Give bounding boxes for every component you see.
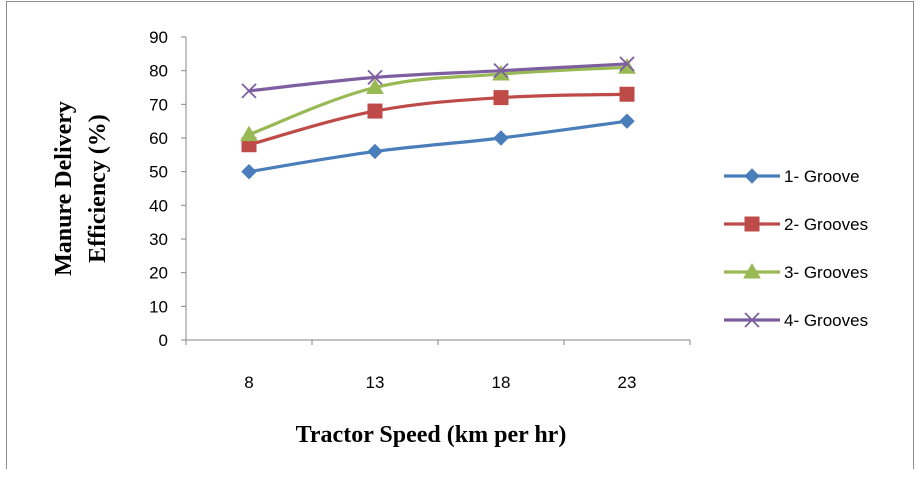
data-point [241,83,257,99]
y-tick-label: 80 [149,62,168,81]
legend-marker [744,312,760,328]
series-line [247,119,629,174]
data-point [367,103,383,119]
data-point [492,65,510,81]
data-point [493,63,509,79]
legend-marker [744,216,760,232]
x-tick-label: 8 [244,373,253,392]
y-tick-label: 40 [149,196,168,215]
legend-item: 1- Groove [724,167,860,186]
legend-label: 3- Grooves [784,263,868,282]
y-tick-label: 30 [149,230,168,249]
data-point [619,56,635,72]
data-point [493,90,509,106]
data-point [619,113,635,129]
legend-marker [744,168,760,184]
data-point [241,163,257,180]
series-4 [241,56,635,99]
x-tick-labels: 8 13 18 23 [244,373,636,392]
legend-item: 3- Grooves [724,262,868,282]
series-3 [240,58,636,142]
legend-marker [743,262,761,279]
chart-frame [6,1,914,469]
legend-label: 2- Grooves [784,215,868,234]
x-tick-label: 23 [618,373,637,392]
axes [181,36,691,345]
y-axis-title-line-1: Manure Delivery [51,101,77,276]
y-tick-label: 60 [149,129,168,148]
y-tick-label: 90 [149,28,168,47]
legend-item: 4- Grooves [724,311,868,330]
series-2 [241,86,635,153]
legend-item: 2- Grooves [724,215,868,234]
x-tick-label: 13 [366,373,385,392]
series-1 [241,113,635,180]
x-tick-label: 18 [492,373,511,392]
legend-label: 1- Groove [784,167,860,186]
series-line [247,92,629,147]
y-tick-label: 50 [149,163,168,182]
legend: 1- Groove 2- Grooves 3- Grooves 4- Grooves [724,167,868,330]
y-tick-label: 70 [149,95,168,114]
data-point [493,130,509,146]
series-group [240,56,636,180]
data-point [619,86,635,102]
data-point [367,69,383,86]
y-tick-label: 0 [159,331,168,350]
y-axis-title-line-2: Efficiency (%) [85,114,111,263]
data-point [240,125,258,142]
y-tick-label: 20 [149,264,168,283]
series-line [247,62,629,93]
y-tick-labels: 0 10 20 30 40 50 60 70 80 90 [149,28,168,350]
x-axis-title: Tractor Speed (km per hr) [296,422,567,448]
data-point [618,58,636,74]
series-line [247,65,629,137]
data-point [367,143,383,160]
y-tick-label: 10 [149,297,168,316]
legend-label: 4- Grooves [784,311,868,330]
data-point [366,78,384,94]
